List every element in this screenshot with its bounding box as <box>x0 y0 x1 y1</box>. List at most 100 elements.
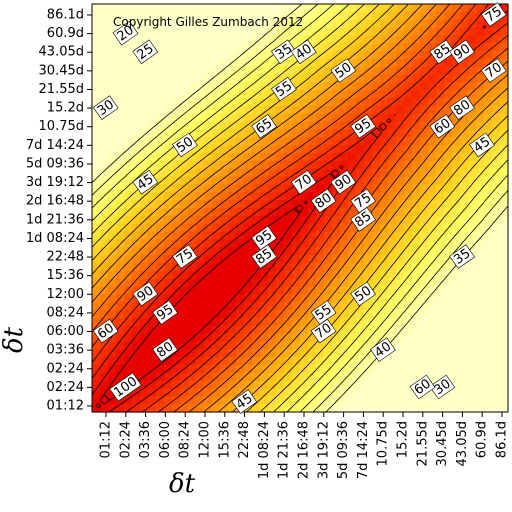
heat-cell <box>388 160 397 170</box>
heat-cell <box>204 82 213 91</box>
heat-cell <box>308 168 317 178</box>
heat-cell <box>164 208 173 217</box>
heat-cell <box>284 325 293 335</box>
heat-cell <box>492 357 501 366</box>
heat-cell <box>212 317 221 327</box>
heat-cell <box>252 372 261 382</box>
heat-cell <box>212 404 221 413</box>
heat-cell <box>196 341 205 350</box>
heat-cell <box>468 176 477 186</box>
heat-cell <box>500 255 509 264</box>
heat-cell <box>444 357 453 366</box>
heat-cell <box>116 160 125 170</box>
heat-cell <box>348 239 357 248</box>
heat-cell <box>428 137 437 146</box>
heat-cell <box>108 137 117 146</box>
heat-cell <box>388 247 397 256</box>
heat-cell <box>332 310 341 319</box>
heat-cell <box>316 349 325 358</box>
heat-cell <box>92 364 101 374</box>
heat-cell <box>428 294 437 303</box>
heat-cell <box>156 168 165 178</box>
heat-cell <box>396 35 405 44</box>
heat-cell <box>332 90 341 99</box>
heat-cell <box>436 35 445 44</box>
heat-cell <box>108 27 117 36</box>
heat-cell <box>188 262 197 272</box>
heat-cell <box>460 310 469 319</box>
heat-cell <box>164 404 173 413</box>
heat-cell <box>260 176 269 186</box>
heat-cell <box>148 349 157 358</box>
heat-cell <box>428 145 437 154</box>
heat-cell <box>404 262 413 272</box>
heat-cell <box>420 11 429 21</box>
heat-cell <box>356 82 365 91</box>
heat-cell <box>204 11 213 21</box>
heat-cell <box>196 184 205 193</box>
x-tick-label: 2d 16:48 <box>297 421 312 479</box>
heat-cell <box>124 160 133 170</box>
heat-cell <box>428 184 437 193</box>
heat-cell <box>388 239 397 248</box>
heat-cell <box>460 302 469 311</box>
heat-cell <box>372 4 381 13</box>
heat-cell <box>460 341 469 350</box>
heat-cell <box>196 325 205 335</box>
heat-cell <box>140 215 149 225</box>
heat-cell <box>364 341 373 350</box>
heat-cell <box>380 4 389 13</box>
heat-cell <box>220 396 229 405</box>
heat-cell <box>356 176 365 186</box>
heat-cell <box>276 255 285 264</box>
heat-cell <box>444 302 453 311</box>
heat-cell <box>244 215 253 225</box>
heat-cell <box>404 380 413 390</box>
heat-cell <box>316 66 325 76</box>
heat-cell <box>444 129 453 138</box>
heat-cell <box>140 325 149 335</box>
heat-cell <box>276 262 285 272</box>
heat-cell <box>468 208 477 217</box>
heat-cell <box>180 404 189 413</box>
heat-cell <box>276 137 285 146</box>
heat-cell <box>92 145 101 154</box>
heat-cell <box>132 168 141 178</box>
heat-cell <box>236 137 245 146</box>
heat-cell <box>484 106 493 115</box>
heat-cell <box>156 27 165 36</box>
heat-cell <box>292 380 301 390</box>
heat-cell <box>92 58 101 68</box>
heat-cell <box>292 35 301 44</box>
heat-cell <box>212 302 221 311</box>
heat-cell <box>372 317 381 327</box>
heat-cell <box>108 19 117 29</box>
heat-cell <box>156 19 165 29</box>
heat-cell <box>300 66 309 76</box>
heat-cell <box>412 255 421 264</box>
heat-cell <box>460 90 469 99</box>
heat-cell <box>428 215 437 225</box>
heat-cell <box>364 66 373 76</box>
heat-cell <box>260 349 269 358</box>
heat-cell <box>156 66 165 76</box>
contour-label-box <box>350 188 377 214</box>
heat-cell <box>156 90 165 99</box>
heat-cell <box>364 325 373 335</box>
heat-cell <box>164 19 173 29</box>
heat-cell <box>220 19 229 29</box>
contour-label: 40 <box>370 337 396 362</box>
heat-cell <box>476 200 485 209</box>
heat-cell <box>300 35 309 44</box>
heat-cell <box>460 278 469 288</box>
heat-cell <box>428 82 437 91</box>
heat-cell <box>228 192 237 201</box>
heat-cell <box>228 364 237 374</box>
heat-cell <box>332 294 341 303</box>
heat-cell <box>124 208 133 217</box>
heat-cell <box>316 255 325 264</box>
heat-cell <box>252 66 261 76</box>
heat-cell <box>484 90 493 99</box>
heat-cell <box>324 364 333 374</box>
heat-cell <box>492 262 501 272</box>
